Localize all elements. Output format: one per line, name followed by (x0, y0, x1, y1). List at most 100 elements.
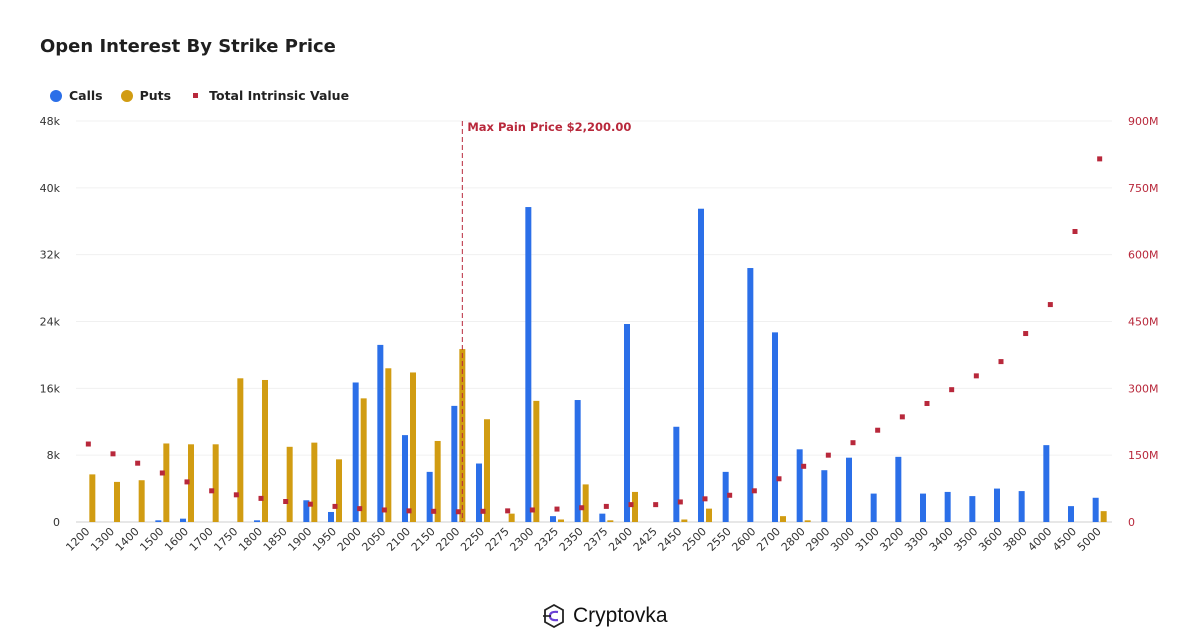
puts-bar (632, 491, 638, 522)
y-left-tick-label: 8k (47, 449, 61, 462)
calls-bar (722, 471, 729, 522)
legend-item-intrinsic[interactable]: Total Intrinsic Value (189, 88, 349, 103)
calls-bar (180, 518, 186, 522)
x-tick-label: 3000 (828, 525, 857, 554)
intrinsic-value-point (628, 502, 634, 508)
x-tick-label: 4000 (1025, 525, 1054, 554)
intrinsic-value-point (554, 506, 560, 512)
calls-bar (969, 496, 976, 522)
calls-swatch-icon (50, 89, 62, 102)
x-tick-label: 2400 (606, 525, 635, 554)
intrinsic-value-point (159, 470, 165, 476)
intrinsic-value-point (85, 441, 91, 447)
puts-bar (780, 516, 786, 522)
x-tick-label: 2900 (803, 525, 832, 554)
calls-bar (254, 520, 260, 522)
intrinsic-value-point (875, 427, 881, 433)
intrinsic-value-point (801, 463, 807, 469)
y-right-tick-label: 300M (1128, 382, 1159, 395)
puts-bar (706, 508, 712, 522)
intrinsic-value-point (480, 508, 486, 514)
x-tick-label: 2150 (409, 525, 438, 554)
calls-bar (377, 344, 384, 522)
intrinsic-value-point (899, 414, 905, 420)
puts-bar (262, 379, 268, 522)
x-tick-label: 3400 (927, 525, 956, 554)
intrinsic-value-point (505, 508, 511, 514)
puts-bar (89, 474, 96, 522)
chart-title: Open Interest By Strike Price (40, 36, 336, 57)
x-tick-label: 1900 (285, 525, 314, 554)
y-left-tick-label: 48k (40, 115, 61, 128)
x-tick-label: 2275 (483, 525, 512, 554)
intrinsic-value-point (529, 507, 535, 513)
x-tick-label: 5000 (1075, 525, 1104, 554)
calls-bar (155, 520, 162, 522)
intrinsic-value-point (949, 387, 955, 393)
calls-bar (821, 470, 828, 522)
intrinsic-value-point (998, 359, 1004, 365)
intrinsic-value-point (406, 508, 412, 514)
intrinsic-value-point (1023, 331, 1029, 337)
x-tick-label: 3600 (976, 525, 1005, 554)
puts-bar (410, 372, 416, 522)
x-tick-label: 1750 (211, 525, 240, 554)
puts-bar (804, 520, 811, 522)
x-tick-label: 2550 (705, 525, 734, 554)
calls-bar (599, 513, 606, 522)
calls-bar (1068, 506, 1074, 522)
x-tick-label: 3100 (853, 525, 882, 554)
x-tick-label: 3500 (951, 525, 980, 554)
intrinsic-value-point (283, 499, 289, 505)
calls-bar (574, 400, 581, 522)
x-tick-label: 1850 (261, 525, 290, 554)
legend-item-calls[interactable]: Calls (50, 88, 103, 103)
calls-bar (870, 493, 877, 522)
intrinsic-value-point (603, 503, 609, 509)
x-tick-label: 1950 (310, 525, 339, 554)
calls-bar (328, 511, 334, 522)
y-left-tick-label: 16k (40, 382, 61, 395)
x-tick-label: 4500 (1050, 525, 1079, 554)
x-tick-label: 2800 (779, 525, 808, 554)
intrinsic-value-point (332, 503, 338, 509)
calls-bar (920, 493, 926, 522)
x-tick-label: 1300 (88, 525, 117, 554)
x-tick-label: 2050 (359, 525, 388, 554)
intrinsic-value-point (850, 440, 856, 446)
calls-bar (624, 324, 630, 522)
intrinsic-value-point (677, 499, 683, 505)
y-left-tick-label: 32k (40, 249, 61, 262)
x-tick-label: 2500 (680, 525, 709, 554)
x-tick-label: 1400 (113, 525, 142, 554)
puts-bar (188, 444, 194, 522)
x-tick-label: 2375 (581, 525, 610, 554)
x-tick-label: 1500 (137, 525, 166, 554)
intrinsic-value-point (1072, 228, 1078, 234)
x-tick-label: 1600 (162, 525, 191, 554)
x-tick-label: 2000 (335, 525, 364, 554)
y-left-tick-label: 0 (53, 516, 60, 529)
intrinsic-value-point (110, 451, 116, 457)
calls-bar (772, 332, 778, 522)
x-tick-label: 3200 (877, 525, 906, 554)
puts-bar (607, 520, 614, 522)
calls-bar (673, 426, 680, 522)
x-tick-label: 2350 (557, 525, 586, 554)
puts-bar (385, 368, 392, 522)
puts-bar (138, 480, 145, 522)
calls-bar (796, 449, 803, 522)
calls-bar (451, 405, 458, 522)
puts-bar (582, 484, 589, 522)
puts-bar (533, 400, 540, 522)
x-tick-label: 2250 (458, 525, 487, 554)
intrinsic-value-point (184, 479, 190, 485)
intrinsic-value-point (209, 488, 215, 494)
legend-item-puts[interactable]: Puts (120, 88, 171, 103)
chart-area: 0 0 8k 150M 16k 300M 24k 450M 32k 600M 40k 750M 48k 9… (40, 115, 1159, 554)
puts-bar (360, 398, 367, 522)
y-right-tick-label: 0 (1128, 516, 1135, 529)
brand-name: Cryptovka (573, 604, 668, 627)
puts-bar (163, 443, 170, 522)
puts-bar (508, 513, 515, 522)
